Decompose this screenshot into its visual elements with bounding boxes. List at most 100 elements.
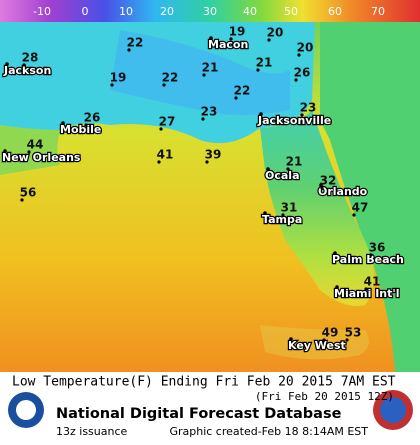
temperature: 56 [20, 186, 37, 200]
temperature: 39 [205, 148, 222, 162]
temperature: 19 [110, 71, 127, 85]
temperature: 32 [320, 174, 337, 188]
temperature: 26 [84, 111, 101, 125]
temperature: 28 [22, 51, 39, 65]
map-title: Low Temperature(F) Ending Fri Feb 20 201… [12, 375, 396, 390]
station-dot [159, 127, 163, 131]
temperature: 27 [159, 115, 176, 129]
temperature: 21 [256, 56, 273, 70]
temperature: 22 [234, 84, 251, 98]
city-dot [3, 149, 7, 153]
station-dot [256, 68, 260, 72]
station-dot [229, 37, 233, 41]
footer-background [0, 372, 420, 441]
temperature: 23 [300, 101, 317, 115]
station-dot [84, 123, 88, 127]
temperature: 44 [27, 138, 44, 152]
station-dot [205, 160, 209, 164]
city-dot [333, 251, 337, 255]
temperature: 36 [369, 241, 386, 255]
peninsula [260, 110, 374, 306]
issuance: 13z issuance [56, 425, 128, 438]
scale-label: 20 [160, 5, 174, 18]
station-dot [320, 186, 324, 190]
city-dot [335, 285, 339, 289]
city-name: Macon [208, 38, 248, 51]
station-dot [297, 53, 301, 57]
scale-label: 70 [371, 5, 385, 18]
station-dot [162, 83, 166, 87]
station-dot [294, 78, 298, 82]
station-dot [322, 338, 326, 342]
city-name: New Orleans [2, 151, 81, 164]
station-dot [281, 213, 285, 217]
city-name: Jacksonville [257, 114, 331, 127]
station-dot [20, 198, 24, 202]
temperature: 22 [162, 71, 179, 85]
station-dot [300, 113, 304, 117]
temperature: 22 [127, 36, 144, 50]
station-dot [127, 48, 131, 52]
temperature: 41 [157, 148, 174, 162]
nws-logo-inner [380, 397, 406, 423]
noaa-logo-inner [16, 400, 36, 420]
temperature: 41 [364, 275, 381, 289]
city-dot [259, 112, 263, 116]
station-dot [345, 338, 349, 342]
temperature: 23 [201, 105, 218, 119]
station-dot [22, 63, 26, 67]
station-dot [27, 150, 31, 154]
keys [260, 325, 369, 360]
city-name: Miami Int'l [334, 287, 400, 300]
station-dot [202, 73, 206, 77]
scale-label: 60 [328, 5, 342, 18]
scale-label: 0 [82, 5, 89, 18]
temperature: 20 [297, 41, 314, 55]
created: Graphic created-Feb 18 8:14AM EST [169, 425, 368, 438]
city-dot [263, 211, 267, 215]
scale-label: 40 [243, 5, 257, 18]
temperature: 53 [345, 326, 362, 340]
city-name: Ocala [265, 169, 300, 182]
city-dot [61, 121, 65, 125]
scale-label: 30 [203, 5, 217, 18]
cold-area [110, 30, 290, 115]
city-name: Palm Beach [332, 253, 404, 266]
station-dot [267, 38, 271, 42]
temperature: 26 [294, 66, 311, 80]
louisiana-coast [0, 125, 60, 175]
city-dot [289, 337, 293, 341]
city-dot [319, 183, 323, 187]
database-name: National Digital Forecast Database [56, 406, 342, 422]
station-dot [201, 117, 205, 121]
temperature: 47 [352, 201, 369, 215]
scale-label: 10 [119, 5, 133, 18]
scale-label: -10 [33, 5, 51, 18]
temperature: 49 [322, 326, 339, 340]
scale-label: 50 [284, 5, 298, 18]
color-scale [0, 0, 420, 22]
city-name: Tampa [262, 213, 302, 226]
station-dot [110, 83, 114, 87]
atlantic [0, 22, 420, 372]
map-subtitle: (Fri Feb 20 2015 12Z) [255, 390, 394, 403]
city-dot [266, 167, 270, 171]
city-dot [209, 36, 213, 40]
temperature: 21 [286, 155, 303, 169]
city-dot [5, 62, 9, 66]
city-name: Jackson [3, 64, 51, 77]
city-name: Key West [288, 339, 346, 352]
temperature: 20 [267, 26, 284, 40]
station-dot [369, 253, 373, 257]
station-dot [286, 167, 290, 171]
station-dot [157, 160, 161, 164]
temperature: 19 [229, 25, 246, 39]
temperature: 21 [202, 61, 219, 75]
station-dot [364, 287, 368, 291]
temperature: 31 [281, 201, 298, 215]
city-name: Mobile [60, 123, 101, 136]
station-dot [352, 213, 356, 217]
city-name: Orlando [318, 185, 368, 198]
station-dot [234, 96, 238, 100]
